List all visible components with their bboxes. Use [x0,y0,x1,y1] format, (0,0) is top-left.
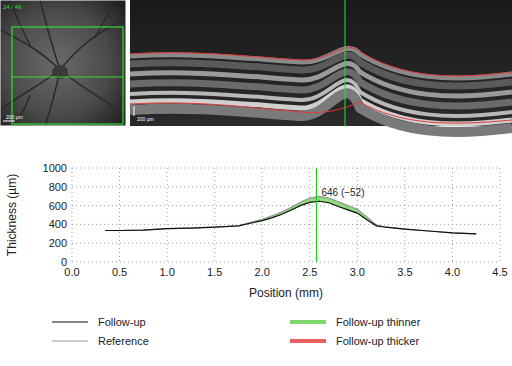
grid-line [72,186,500,187]
fundus-frame [0,0,126,126]
scan-line [12,76,123,77]
thickness-line [105,196,476,233]
grid-line [262,168,263,262]
scale-bar [3,121,15,122]
x-tick-label: 3.5 [397,266,412,278]
legend-swatch [290,320,326,324]
plot-area [105,168,476,262]
grid-line [500,168,501,262]
vessel [40,0,60,70]
grid-line [214,168,215,262]
grid-line [72,243,500,244]
scale-label: 200 µm [6,114,23,120]
rpe-boundary [130,102,512,123]
grid-line [72,205,500,206]
grid-line [309,168,310,262]
legend-label: Reference [98,335,149,347]
y-tick-label: 800 [49,181,67,193]
grid-line [72,168,500,169]
position-cursor [316,168,317,262]
x-tick-label: 3.0 [350,266,365,278]
grid-line [452,168,453,262]
legend-label: Follow-up [98,316,146,328]
x-tick-label: 1.0 [159,266,174,278]
oct-cursor [345,0,346,126]
grid-line [119,168,120,262]
vessel [95,0,115,38]
annotation: 646 (−52) [321,187,364,198]
grid-line [72,224,500,225]
thickness-line [105,201,476,234]
x-tick-label: 0.5 [112,266,127,278]
legend-swatch [290,339,326,343]
scale-bar [134,106,135,116]
grid-line [404,168,405,262]
x-tick-label: 1.5 [207,266,222,278]
ilm-boundary [130,48,512,76]
legend-label: Follow-up thinner [336,316,421,328]
figure: 24 / 49200 µm200 µm020040060080010000.00… [0,0,512,366]
grid-line [72,168,73,262]
legend-swatch [52,321,88,322]
grid-line [167,168,168,262]
y-axis-title: Thickness (µm) [5,174,19,256]
scan-box [12,27,123,124]
legend-label: Follow-up thicker [336,335,419,347]
x-tick-label: 2.5 [302,266,317,278]
y-tick-label: 1000 [43,162,67,174]
legend-swatch [52,340,88,341]
x-tick-label: 4.5 [492,266,507,278]
vessel [0,30,60,70]
y-tick-label: 200 [49,237,67,249]
x-tick-label: 4.0 [445,266,460,278]
frame-label: 24 / 49 [3,4,22,10]
x-tick-label: 0.0 [64,266,79,278]
grid-line [72,262,500,263]
x-axis-title: Position (mm) [249,286,323,300]
fundus-image [0,0,126,126]
y-tick-label: 600 [49,200,67,212]
retina-layer [130,93,512,132]
y-tick-label: 400 [49,218,67,230]
x-tick-label: 2.0 [255,266,270,278]
grid-line [357,168,358,262]
scale-label: 200 µm [137,116,154,122]
